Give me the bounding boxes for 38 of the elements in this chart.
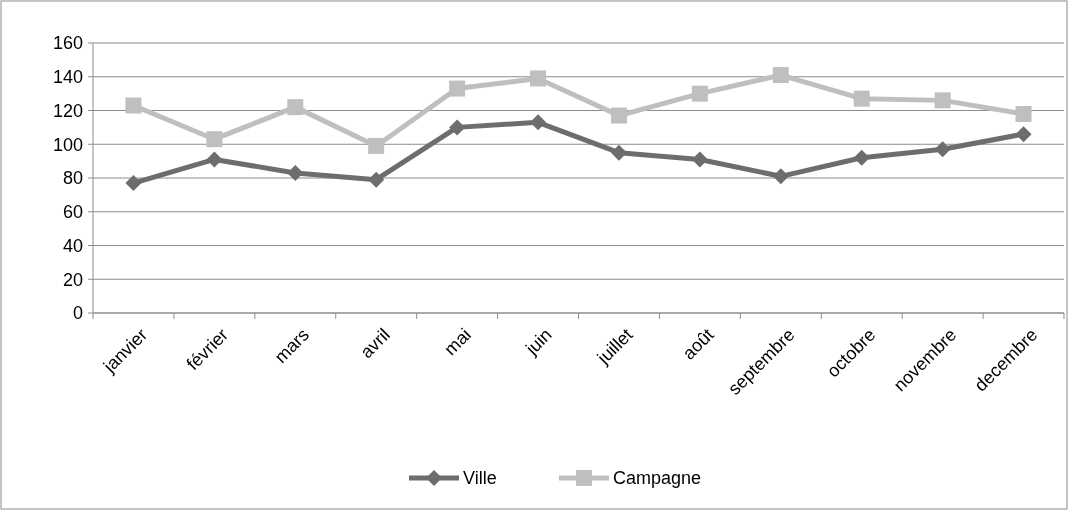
x-tick-label: juin: [521, 324, 556, 360]
point: [287, 99, 304, 116]
point: [934, 141, 951, 158]
point: [772, 168, 789, 185]
point: [853, 149, 870, 166]
point: [530, 70, 547, 87]
legend-label: Campagne: [613, 468, 702, 489]
point: [691, 151, 708, 168]
y-tick-label: 80: [62, 168, 83, 189]
point: [1015, 126, 1032, 143]
point: [691, 85, 708, 102]
point: [610, 144, 627, 161]
point: [530, 114, 547, 131]
point: [934, 92, 951, 109]
legend-label: Ville: [463, 468, 497, 489]
point: [449, 80, 466, 97]
point: [287, 164, 304, 181]
point: [853, 90, 870, 107]
y-tick-label: 0: [72, 303, 83, 324]
y-tick-label: 20: [62, 269, 83, 290]
point: [125, 175, 142, 192]
y-tick-label: 100: [52, 134, 83, 155]
point: [368, 137, 385, 154]
point: [206, 131, 223, 148]
point: [449, 119, 466, 136]
point: [206, 151, 223, 168]
y-tick-label: 60: [62, 202, 83, 223]
y-tick-label: 140: [52, 67, 83, 88]
x-tick-label: mai: [440, 324, 475, 360]
x-tick-label: avril: [356, 324, 394, 363]
y-tick-label: 160: [52, 33, 83, 54]
y-tick-label: 120: [52, 100, 83, 121]
point: [368, 171, 385, 188]
point: [125, 97, 142, 114]
y-tick-label: 40: [62, 235, 83, 256]
point: [610, 107, 627, 124]
point: [772, 67, 789, 84]
point: [1015, 105, 1032, 122]
